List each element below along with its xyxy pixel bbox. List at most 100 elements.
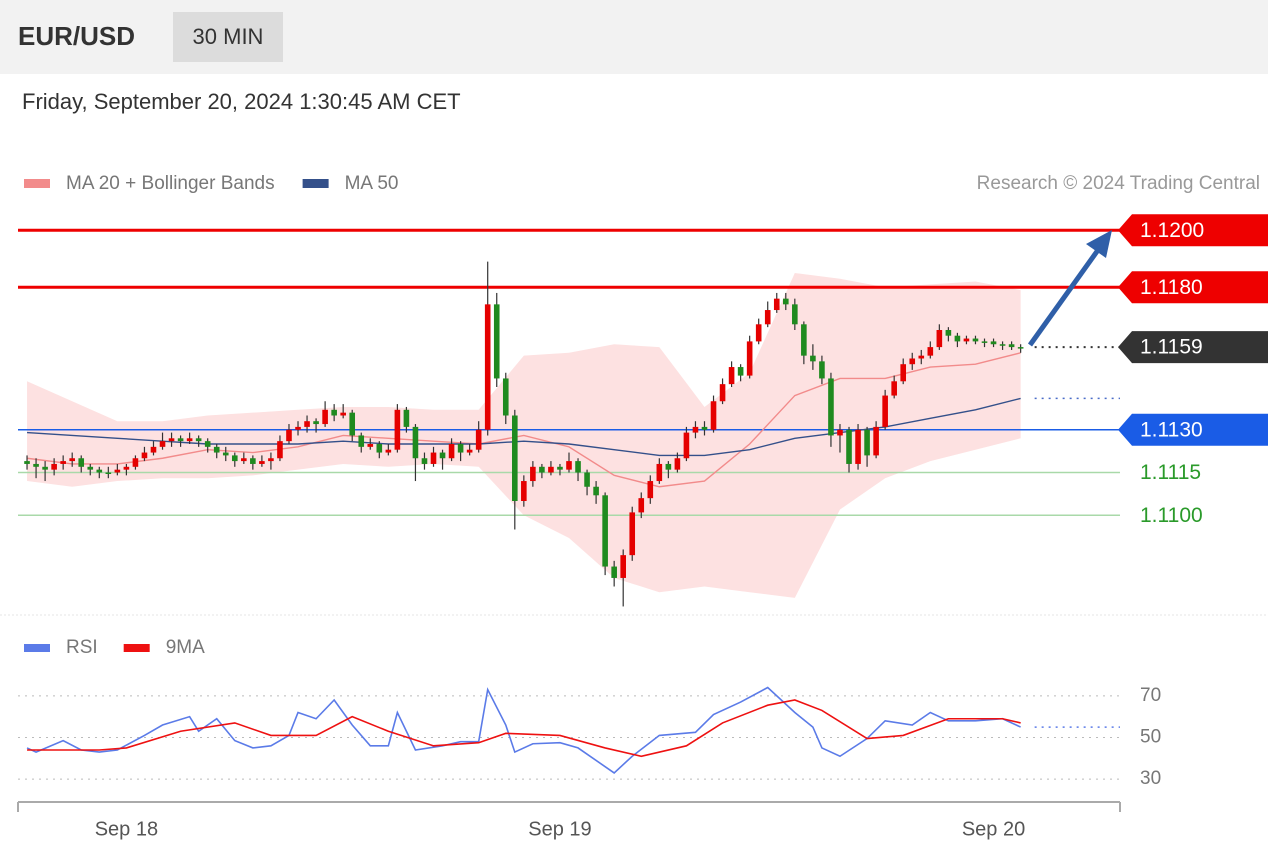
candle-body [421, 458, 428, 464]
candle-body [755, 324, 762, 342]
candle-body [999, 344, 1006, 346]
level-label: 1.1180 [1140, 276, 1203, 299]
candle-body [990, 341, 997, 345]
candle-body [954, 335, 961, 342]
candle-body [213, 446, 220, 453]
candle-body [891, 381, 897, 396]
candle-body [33, 463, 39, 467]
ma-line [26, 397, 1021, 457]
interval[interactable]: 30 MIN [193, 24, 264, 49]
candle-body [394, 409, 401, 450]
y-tick-label: 30 [1140, 768, 1161, 789]
legend-label: MA 50 [345, 173, 399, 194]
candle-body [548, 466, 554, 473]
legend-swatch [24, 179, 50, 188]
symbol: EUR/USD [18, 21, 135, 51]
candle-body [882, 395, 888, 427]
candle-body [322, 409, 328, 425]
candle-body [864, 429, 870, 456]
candle-body [123, 466, 130, 470]
candle-body [259, 461, 265, 464]
candle-body [69, 458, 75, 462]
candle-body [611, 566, 617, 578]
interval-box[interactable] [173, 12, 283, 62]
candle-body [557, 466, 563, 470]
candle-body [945, 330, 952, 336]
candle-body [575, 461, 581, 473]
level-tag [1118, 413, 1268, 446]
candle-body [593, 486, 599, 496]
candle-body [512, 415, 518, 501]
candle-body [927, 347, 934, 356]
candle-body [475, 429, 482, 450]
candle-body [493, 304, 500, 379]
candle-body [692, 426, 699, 433]
candle-body [584, 472, 590, 487]
candle-body [331, 409, 337, 416]
candle-body [530, 466, 536, 482]
rsi-line [26, 686, 1021, 774]
level-label: 1.1100 [1140, 504, 1203, 527]
x-tick-label: Sep 19 [528, 818, 591, 840]
candle-body [782, 298, 789, 305]
candle-body [683, 432, 690, 459]
candle-body [737, 367, 744, 376]
candle-body [873, 426, 879, 456]
candle-body [1017, 347, 1024, 349]
candle-body [566, 461, 572, 470]
candle-body [1008, 344, 1015, 348]
legend-label: 9MA [166, 637, 205, 658]
candle-body [539, 466, 545, 473]
candle-body [403, 409, 410, 427]
candle-body [502, 378, 509, 416]
legend-swatch [24, 644, 50, 652]
candle-body [304, 421, 310, 427]
candle-body [114, 469, 121, 473]
x-tick-label: Sep 18 [95, 818, 158, 840]
rsi-line [27, 699, 1021, 758]
level-tag [1118, 214, 1268, 247]
candle-body [484, 304, 491, 430]
candle-body [241, 458, 247, 462]
level-tag [1118, 331, 1268, 364]
candle-body [810, 355, 816, 362]
candle-body [819, 361, 825, 379]
candle-body [87, 466, 94, 470]
candle-body [159, 441, 166, 447]
timestamp: Friday, September 20, 2024 1:30:45 AM CE… [22, 89, 461, 114]
candle-body [656, 463, 663, 482]
candle-body [448, 444, 455, 459]
candle-body [231, 455, 238, 462]
legend-swatch [123, 644, 150, 652]
candle-body [909, 358, 916, 365]
candle-body [764, 310, 771, 325]
candle-body [963, 338, 970, 342]
candle-body [701, 426, 708, 430]
candle-body [900, 364, 907, 382]
forecast-arrow [1027, 248, 1101, 347]
candle-body [105, 472, 112, 474]
candle-body [286, 429, 292, 442]
candle-body [439, 452, 446, 459]
candle-body [204, 441, 211, 447]
candle-body [972, 338, 979, 342]
candle-body [177, 438, 184, 442]
candle-body [521, 481, 527, 501]
candle-body [150, 446, 157, 453]
credit: Research © 2024 Trading Central [977, 173, 1260, 194]
candle-body [132, 458, 139, 467]
candle-body [981, 341, 988, 343]
candle-body [746, 341, 753, 376]
legend-label: RSI [66, 637, 98, 658]
candle-body [51, 463, 57, 470]
forecast-arrowhead [1086, 230, 1112, 258]
candle-body [719, 384, 726, 402]
candle-body [846, 429, 852, 464]
y-tick-label: 70 [1140, 685, 1161, 706]
candle-body [250, 458, 256, 464]
candle-body [168, 438, 175, 442]
candle-body [340, 412, 346, 416]
candle-body [141, 452, 148, 459]
candle-body [367, 444, 374, 447]
